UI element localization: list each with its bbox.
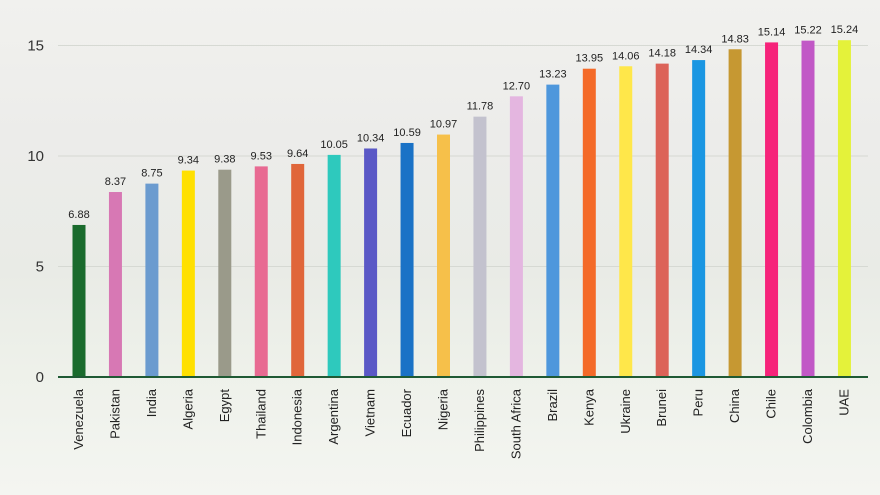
bar-colombia <box>801 40 815 377</box>
value-label: 9.53 <box>251 150 272 162</box>
bar-brazil <box>546 84 560 377</box>
value-label: 8.37 <box>105 176 126 188</box>
x-tick-label: Thailand <box>253 389 268 439</box>
x-axis-ticks: Venezuela Pakistan India Algeria Egypt Thaila… <box>71 388 851 459</box>
value-label: 14.34 <box>685 44 713 56</box>
value-labels: 6.88 8.37 8.75 9.34 9.38 9.53 9.64 10.05 10.34 10… <box>68 24 858 221</box>
value-label: 14.18 <box>648 48 676 60</box>
x-tick-label: Philippines <box>472 389 487 452</box>
value-label: 13.23 <box>539 69 567 81</box>
x-tick-label: Brazil <box>545 389 560 422</box>
bar-algeria <box>181 170 195 377</box>
bar-argentina <box>327 154 341 377</box>
value-label: 9.38 <box>214 154 235 166</box>
y-tick-label: 5 <box>36 259 44 276</box>
value-label: 15.22 <box>794 25 822 37</box>
x-tick-label: Chile <box>764 389 779 419</box>
value-label: 14.06 <box>612 50 640 62</box>
x-tick-label: Ecuador <box>399 388 414 437</box>
bars <box>72 40 851 378</box>
x-tick-label: Nigeria <box>436 388 451 430</box>
value-label: 10.34 <box>357 132 385 144</box>
x-tick-label: Venezuela <box>71 388 86 449</box>
x-tick-label: India <box>144 388 159 417</box>
x-tick-label: UAE <box>836 389 851 416</box>
y-axis-ticks: 0 5 10 15 <box>27 38 44 387</box>
x-tick-label: Argentina <box>326 388 341 444</box>
x-tick-label: Peru <box>691 389 706 416</box>
bar-venezuela <box>72 224 86 377</box>
bar-brunei <box>655 63 669 377</box>
bar-chile <box>765 42 779 377</box>
bar-ecuador <box>400 142 414 377</box>
x-tick-label: Indonesia <box>290 388 305 445</box>
value-label: 15.24 <box>831 24 859 36</box>
bar-philippines <box>473 116 487 378</box>
bar-india <box>145 183 159 377</box>
value-label: 11.78 <box>467 101 494 113</box>
bar-indonesia <box>291 163 305 377</box>
bar-china <box>728 49 742 378</box>
bar-uae <box>837 40 851 378</box>
x-tick-label: Egypt <box>217 389 232 423</box>
value-label: 15.14 <box>758 26 786 38</box>
bar-peru <box>692 60 706 377</box>
value-label: 9.64 <box>287 148 308 160</box>
y-tick-label: 0 <box>36 369 44 386</box>
x-tick-label: Colombia <box>800 388 815 444</box>
x-tick-label: Ukraine <box>618 389 633 434</box>
value-label: 10.97 <box>430 119 458 131</box>
bar-south-africa <box>509 96 523 377</box>
bar-egypt <box>218 169 232 377</box>
bar-nigeria <box>437 134 450 377</box>
value-label: 10.59 <box>393 127 421 139</box>
x-tick-label: Kenya <box>581 388 596 426</box>
y-tick-label: 15 <box>27 38 44 55</box>
x-tick-label: Brunei <box>654 389 669 427</box>
x-tick-label: China <box>727 388 742 423</box>
x-tick-label: Algeria <box>180 388 195 429</box>
bar-vietnam <box>364 148 378 377</box>
value-label: 10.05 <box>320 139 348 151</box>
value-label: 8.75 <box>141 168 162 180</box>
bar-ukraine <box>619 66 633 378</box>
y-tick-label: 10 <box>27 148 44 165</box>
bar-thailand <box>254 166 268 377</box>
value-label: 12.70 <box>503 80 531 92</box>
bar-kenya <box>582 68 596 377</box>
value-label: 9.34 <box>178 155 199 167</box>
x-tick-label: Pakistan <box>107 389 122 439</box>
x-tick-label: South Africa <box>508 388 523 459</box>
bar-pakistan <box>108 192 122 377</box>
value-label: 6.88 <box>68 209 89 221</box>
value-label: 14.83 <box>721 33 749 45</box>
x-tick-label: Vietnam <box>363 389 378 436</box>
value-label: 13.95 <box>576 53 604 65</box>
